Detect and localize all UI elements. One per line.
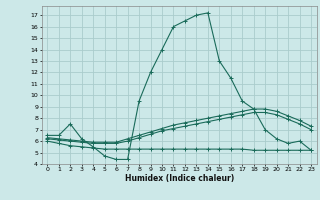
X-axis label: Humidex (Indice chaleur): Humidex (Indice chaleur)	[124, 174, 234, 183]
